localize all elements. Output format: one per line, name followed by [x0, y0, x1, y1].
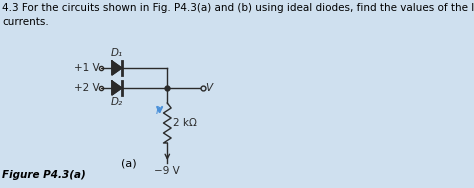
- Text: I: I: [155, 106, 158, 116]
- Text: D₂: D₂: [111, 97, 123, 107]
- Text: −9 V: −9 V: [155, 166, 180, 176]
- Text: (a): (a): [121, 158, 137, 168]
- Text: D₁: D₁: [111, 48, 123, 58]
- Text: +1 V: +1 V: [74, 63, 100, 73]
- Text: V: V: [205, 83, 212, 93]
- Text: Figure P4.3(a): Figure P4.3(a): [2, 170, 86, 180]
- Polygon shape: [112, 61, 122, 75]
- Text: 2 kΩ: 2 kΩ: [173, 118, 197, 128]
- Text: +2 V: +2 V: [74, 83, 100, 93]
- Text: 4.3 For the circuits shown in Fig. P4.3(a) and (b) using ideal diodes, find the : 4.3 For the circuits shown in Fig. P4.3(…: [2, 3, 474, 27]
- Polygon shape: [112, 81, 122, 95]
